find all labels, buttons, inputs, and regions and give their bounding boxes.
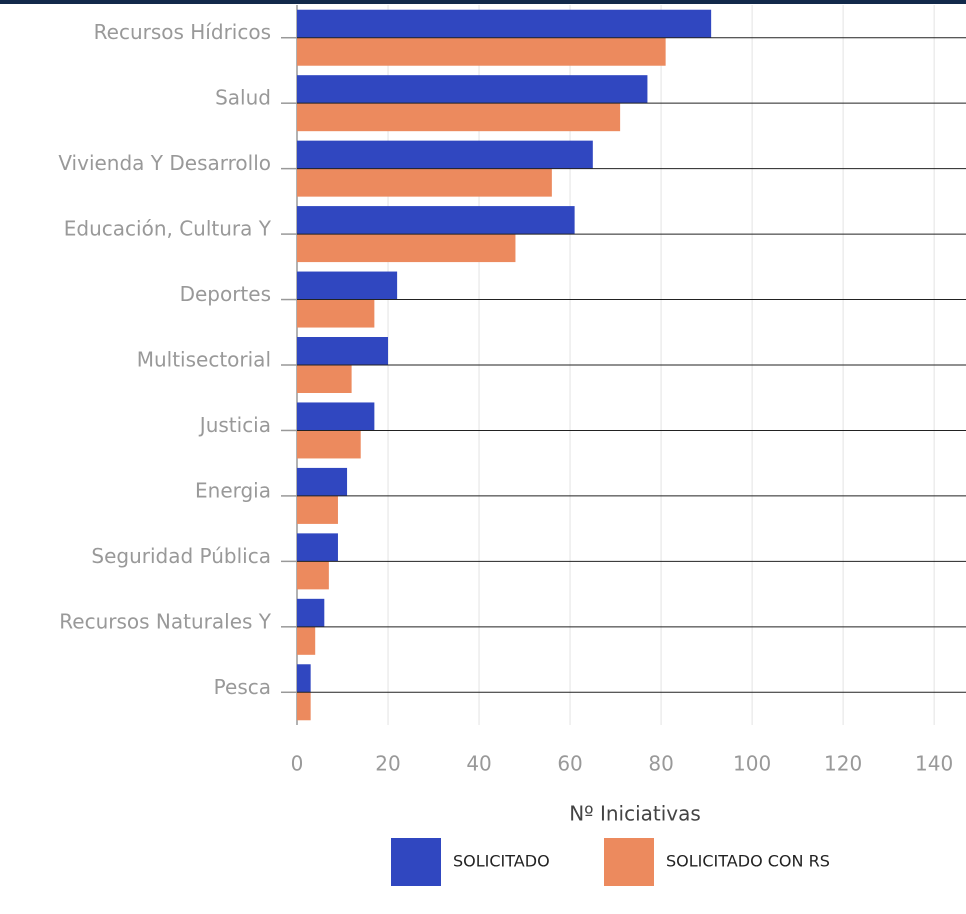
bar <box>297 626 316 655</box>
y-tick-label: Salud <box>215 86 271 110</box>
y-tick-label: Recursos Hídricos <box>94 20 271 44</box>
bar <box>297 9 712 38</box>
x-tick-label: 20 <box>375 752 400 776</box>
x-tick-label: 100 <box>733 752 771 776</box>
legend-label: SOLICITADO CON RS <box>666 852 830 871</box>
legend-swatch <box>391 838 441 886</box>
bar <box>297 103 621 132</box>
bar <box>297 664 311 693</box>
bar <box>297 75 648 104</box>
bar <box>297 402 375 431</box>
bar <box>297 234 516 263</box>
legend-swatch <box>604 838 654 886</box>
x-tick-label: 120 <box>824 752 862 776</box>
bar <box>297 168 552 197</box>
x-tick-label: 80 <box>648 752 673 776</box>
bar <box>297 299 375 328</box>
bar <box>297 467 348 496</box>
x-tick-label: 60 <box>557 752 582 776</box>
bar <box>297 430 361 459</box>
bar <box>297 37 666 66</box>
y-tick-label: Multisectorial <box>137 348 271 372</box>
legend-label: SOLICITADO <box>453 852 550 871</box>
x-tick-label: 0 <box>291 752 304 776</box>
x-axis-title: Nº Iniciativas <box>569 802 701 826</box>
bar <box>297 533 338 562</box>
bar <box>297 206 575 235</box>
y-tick-label: Educación, Cultura Y <box>64 217 272 241</box>
x-tick-label: 140 <box>915 752 953 776</box>
y-tick-label: Deportes <box>180 282 271 306</box>
y-tick-label: Pesca <box>214 675 271 699</box>
bar <box>297 495 338 524</box>
bar <box>297 140 593 169</box>
bar <box>297 365 352 393</box>
bar <box>297 598 325 627</box>
x-tick-label: 40 <box>466 752 491 776</box>
y-tick-label: Seguridad Pública <box>91 544 271 568</box>
y-tick-label: Energia <box>195 478 271 502</box>
y-tick-label: Justicia <box>198 413 271 437</box>
bar <box>297 271 398 300</box>
bar <box>297 337 389 365</box>
bar <box>297 692 311 721</box>
bar <box>297 561 329 590</box>
y-tick-label: Vivienda Y Desarrollo <box>58 151 271 175</box>
y-tick-label: Recursos Naturales Y <box>59 609 271 633</box>
top-strip <box>0 0 966 4</box>
